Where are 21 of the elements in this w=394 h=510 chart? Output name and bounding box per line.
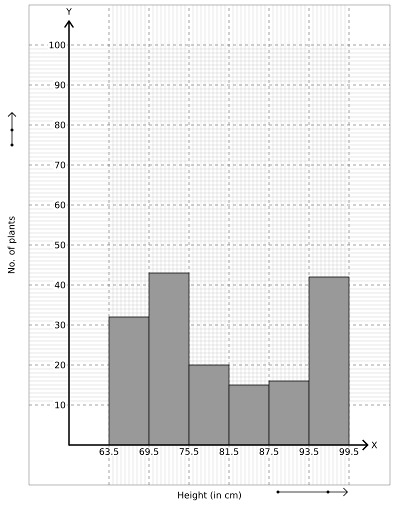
y-tick-label: 90 [54,82,66,88]
x-tick-label: 93.5 [300,448,318,455]
x-axis-title: Height (in cm) [178,492,241,500]
x-tick-label: 81.5 [220,448,238,455]
x-tick-label: 99.5 [340,448,358,455]
x-tick-label: 87.5 [260,448,278,455]
y-tick-label: 30 [55,322,66,328]
y-tick-label: 70 [55,162,66,168]
y-tick-label: 60 [54,202,66,208]
annotation: X [371,442,378,448]
annotation: Y [66,8,72,15]
x-tick-label: 75.5 [180,448,198,455]
y-tick-label: 50 [55,242,66,248]
x-tick-label: 63.5 [100,448,118,455]
y-tick-label: 80 [54,122,66,128]
y-tick-label: 20 [55,362,66,368]
y-axis-title: No. of plants [8,216,16,274]
x-tick-label: 69.5 [140,448,158,455]
y-tick-label: 100 [50,42,66,48]
y-tick-label: 40 [54,282,66,288]
y-tick-label: 10 [55,402,66,408]
